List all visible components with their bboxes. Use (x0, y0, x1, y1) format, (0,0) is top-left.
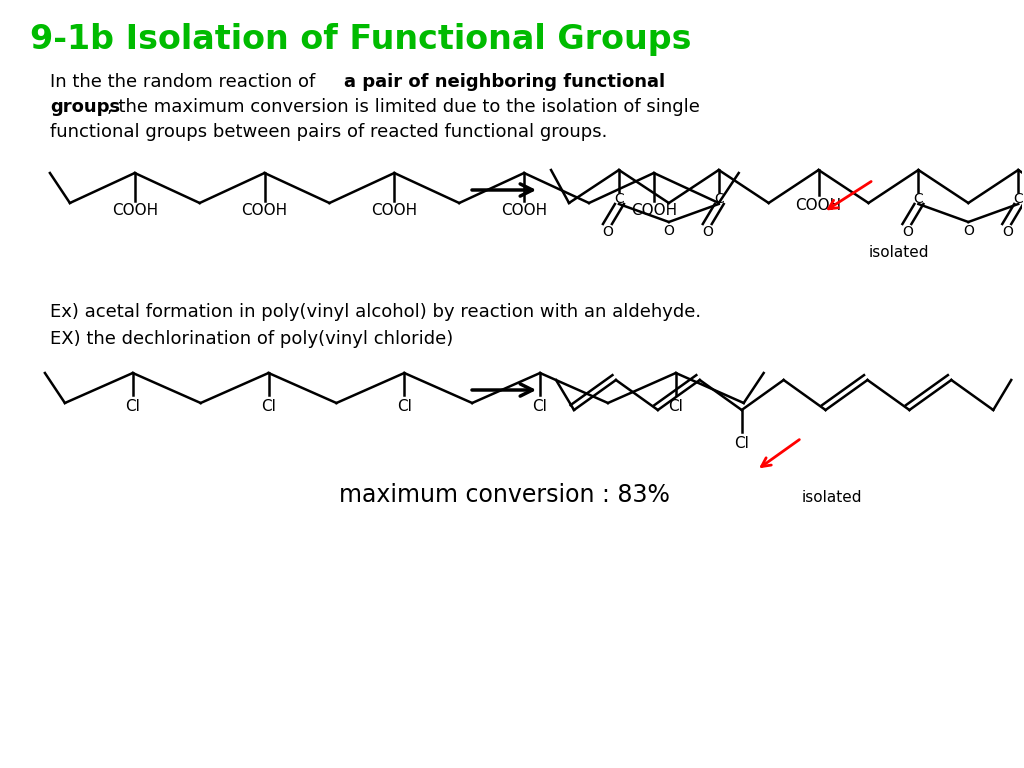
Text: C: C (614, 192, 624, 206)
Text: COOH: COOH (631, 203, 677, 218)
Text: Cl: Cl (532, 399, 548, 414)
Text: isolated: isolated (868, 245, 929, 260)
Text: COOH: COOH (796, 198, 842, 213)
Text: COOH: COOH (372, 203, 418, 218)
Text: Cl: Cl (669, 399, 683, 414)
Text: maximum conversion : 83%: maximum conversion : 83% (339, 483, 671, 507)
Text: O: O (963, 224, 974, 238)
Text: O: O (602, 225, 613, 239)
Text: EX) the dechlorination of poly(vinyl chloride): EX) the dechlorination of poly(vinyl chl… (50, 330, 454, 348)
Text: groups: groups (50, 98, 120, 116)
Text: C: C (913, 192, 924, 206)
Text: O: O (702, 225, 713, 239)
Text: , the maximum conversion is limited due to the isolation of single: , the maximum conversion is limited due … (106, 98, 699, 116)
Text: functional groups between pairs of reacted functional groups.: functional groups between pairs of react… (50, 123, 607, 141)
Text: O: O (1001, 225, 1013, 239)
Text: O: O (664, 224, 674, 238)
Text: a pair of neighboring functional: a pair of neighboring functional (344, 73, 666, 91)
Text: Cl: Cl (734, 436, 750, 451)
Text: 9-1b Isolation of Functional Groups: 9-1b Isolation of Functional Groups (30, 23, 691, 56)
Text: Cl: Cl (397, 399, 412, 414)
Text: COOH: COOH (112, 203, 158, 218)
Text: C: C (714, 192, 724, 206)
Text: isolated: isolated (802, 490, 862, 505)
Text: In the the random reaction of: In the the random reaction of (50, 73, 321, 91)
Text: Cl: Cl (261, 399, 276, 414)
Text: COOH: COOH (501, 203, 547, 218)
Text: Cl: Cl (125, 399, 140, 414)
Text: C: C (1014, 192, 1023, 206)
Text: O: O (902, 225, 912, 239)
Text: COOH: COOH (242, 203, 288, 218)
Text: Ex) acetal formation in poly(vinyl alcohol) by reaction with an aldehyde.: Ex) acetal formation in poly(vinyl alcoh… (50, 303, 701, 321)
